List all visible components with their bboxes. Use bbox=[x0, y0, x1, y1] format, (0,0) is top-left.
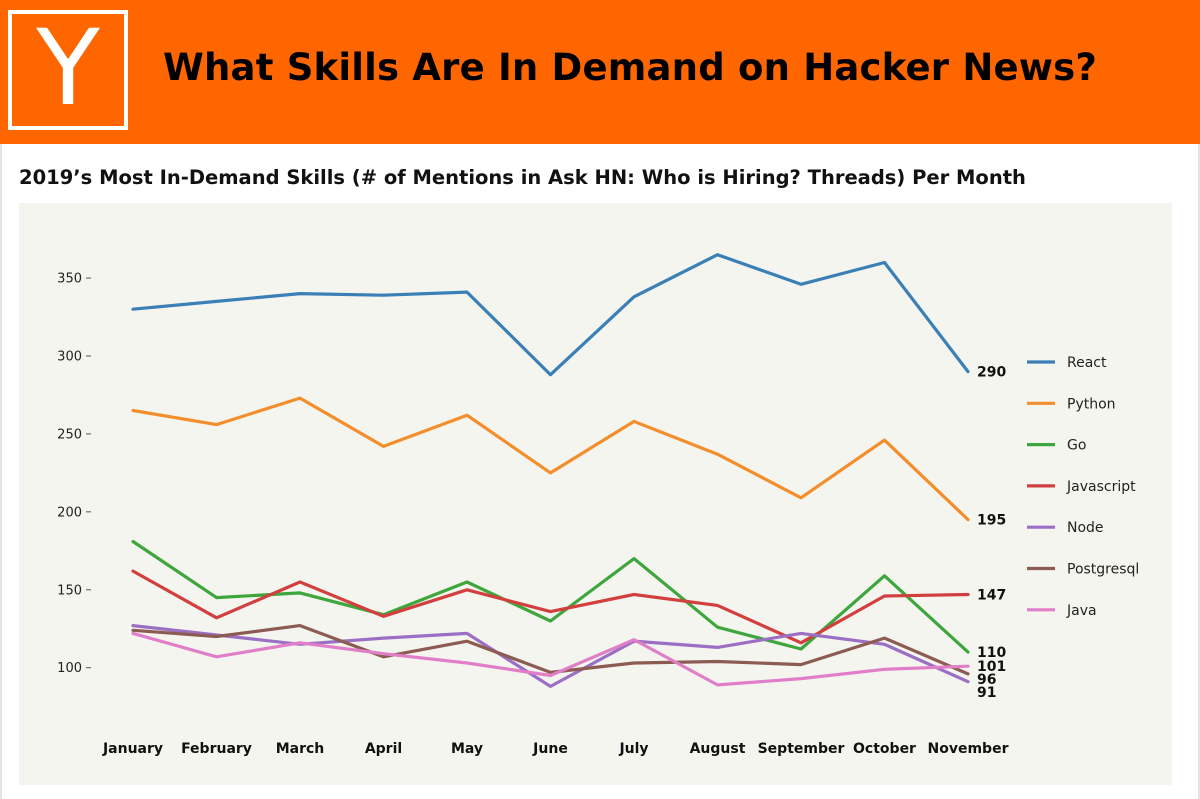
end-value-label: 195 bbox=[977, 513, 1006, 529]
series-line-python bbox=[131, 396, 970, 522]
plot-area bbox=[19, 203, 1172, 785]
series-line-java bbox=[131, 631, 970, 687]
legend-label: Node bbox=[1067, 520, 1104, 536]
legend-label: Postgresql bbox=[1067, 562, 1139, 578]
end-value-label: 110 bbox=[977, 645, 1006, 661]
legend-label: React bbox=[1067, 355, 1107, 371]
end-value-label: 101 bbox=[977, 659, 1006, 675]
logo-letter: Y bbox=[36, 7, 100, 129]
x-tick-label: June bbox=[532, 741, 568, 757]
x-tick-label: August bbox=[690, 741, 746, 757]
x-tick-label: October bbox=[853, 741, 916, 757]
end-value-label: 96 bbox=[977, 672, 996, 688]
end-value-label: 91 bbox=[977, 685, 996, 701]
legend-label: Java bbox=[1066, 603, 1097, 619]
x-axis: January February March April May June July Augu… bbox=[102, 741, 1009, 757]
end-value-label: 290 bbox=[977, 365, 1006, 381]
y-tick-label: 100 bbox=[57, 661, 82, 676]
x-tick-label: July bbox=[618, 741, 648, 757]
x-tick-label: March bbox=[276, 741, 325, 757]
x-tick-label: January bbox=[102, 741, 163, 757]
chart-frame bbox=[0, 144, 1200, 799]
y-tick-label: 150 bbox=[57, 583, 82, 598]
legend-label: Python bbox=[1067, 396, 1116, 412]
x-tick-label: April bbox=[365, 741, 402, 757]
series-line-node bbox=[131, 623, 970, 689]
header-banner: Y What Skills Are In Demand on Hacker Ne… bbox=[0, 0, 1200, 144]
x-tick-label: May bbox=[451, 741, 483, 757]
x-tick-label: November bbox=[928, 741, 1009, 757]
series-line-postgresql bbox=[131, 623, 970, 676]
y-tick-label: 200 bbox=[57, 505, 82, 520]
series-line-go bbox=[131, 539, 970, 654]
y-axis: 100 150 200 250 300 350 bbox=[57, 272, 91, 676]
y-tick-label: 350 bbox=[57, 272, 82, 287]
chart-title: 2019’s Most In-Demand Skills (# of Menti… bbox=[19, 166, 1026, 189]
page-title: What Skills Are In Demand on Hacker News… bbox=[163, 46, 1098, 89]
series-line-react bbox=[131, 253, 970, 377]
y-tick-label: 300 bbox=[57, 349, 82, 364]
legend-label: Go bbox=[1067, 438, 1086, 454]
x-tick-label: February bbox=[181, 741, 252, 757]
legend-label: Javascript bbox=[1066, 479, 1136, 495]
end-value-label: 147 bbox=[977, 587, 1006, 603]
y-tick-label: 250 bbox=[57, 427, 82, 442]
x-tick-label: September bbox=[758, 741, 845, 757]
logo: Y bbox=[8, 10, 128, 130]
legend: React Python Go Javascript Node Postgresql Jav… bbox=[1027, 355, 1139, 619]
series-line-javascript bbox=[131, 569, 970, 645]
series-group bbox=[131, 253, 970, 689]
